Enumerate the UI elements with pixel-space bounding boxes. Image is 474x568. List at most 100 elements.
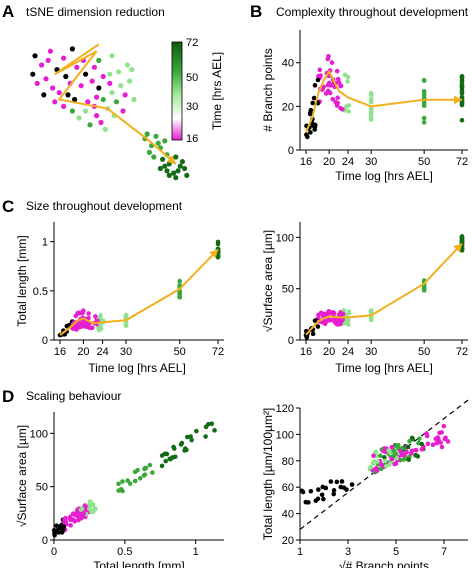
scaling-length-point (394, 455, 400, 461)
complexity-point (329, 60, 335, 65)
size-area-point (346, 317, 351, 323)
size-length-x-tick-label: 16 (54, 346, 66, 358)
scaling-area-point (141, 473, 147, 478)
size-area-point (368, 308, 374, 313)
complexity-point (334, 68, 340, 74)
tsne-point (146, 149, 152, 155)
complexity-x-tick-label: 20 (323, 156, 335, 168)
colorbar-tick-50: 50 (186, 72, 198, 84)
tsne-point (56, 90, 62, 96)
scaling-length-y-tick-label: 20 (282, 535, 294, 547)
scaling-length-point (368, 464, 373, 470)
scaling-length-point (399, 445, 405, 451)
tsne-trajectory (54, 43, 177, 165)
complexity-y-tick-label: 20 (282, 101, 294, 113)
tsne-point (91, 64, 97, 70)
tsne-point (34, 80, 40, 86)
size-length-point (87, 325, 93, 331)
tsne-point (96, 57, 102, 64)
size-length-point (123, 313, 129, 319)
size-area-x-tick-label: 72 (456, 346, 468, 358)
complexity-point (308, 130, 313, 135)
scaling-area-point (89, 508, 94, 514)
size-title: Size throughout development (26, 199, 183, 213)
panel-label-c: C (2, 197, 14, 216)
complexity-point (421, 120, 427, 125)
size-length-y-tick-label: 1 (42, 237, 48, 249)
tsne-point (182, 165, 188, 172)
complexity-x-tick-label: 72 (456, 156, 468, 168)
scaling-length-y-label: Total length [µm/100µm²] (261, 408, 275, 541)
tsne-point (153, 133, 159, 139)
scaling-area-point (164, 451, 170, 457)
scaling-area-y-tick-label: 50 (36, 482, 48, 494)
complexity-point (346, 109, 351, 114)
scaling-length-point (383, 463, 389, 469)
scaling-area-point (68, 523, 73, 528)
scaling-length-y-tick-label: 60 (282, 482, 294, 494)
scaling-area-point (55, 527, 60, 533)
scaling-length-x-tick-label: 7 (441, 546, 447, 558)
tsne-point (61, 103, 67, 109)
size-area-x-label: Time log [hrs AEL] (335, 361, 433, 375)
scaling-area-y-tick-label: 100 (30, 428, 48, 440)
tsne-point (83, 71, 89, 77)
panel-label-d: D (2, 387, 14, 406)
tsne-point (107, 71, 113, 77)
tsne-point (74, 64, 80, 70)
colorbar (171, 41, 183, 141)
scaling-length-point (434, 440, 440, 446)
size-length-point (177, 278, 182, 284)
complexity-point (345, 79, 350, 84)
size-area-trajectory (305, 242, 463, 336)
panel-label-a: A (2, 2, 14, 21)
scaling-length-point (382, 458, 388, 464)
size-area-x-tick-label: 16 (300, 346, 312, 358)
scaling-length-point (372, 459, 377, 464)
scaling-title: Scaling behaviour (26, 389, 121, 403)
size-area-point (421, 287, 427, 293)
scaling-length-point (389, 444, 395, 450)
complexity-point (327, 90, 333, 96)
tsne-point (32, 53, 38, 59)
scaling-area-point (120, 479, 125, 484)
scaling-length-point (371, 453, 376, 459)
scaling-area-point (78, 515, 83, 520)
size-length-trajectory-arrowhead (209, 249, 218, 259)
tsne-point (164, 168, 170, 174)
complexity-point (368, 117, 374, 122)
scaling-area-x-tick-label: 0.5 (117, 546, 132, 558)
tsne-point (89, 78, 95, 84)
size-area-x-tick-label: 30 (365, 346, 377, 358)
size-area-point (321, 313, 326, 319)
scaling-area-point (74, 509, 80, 515)
size-length-plot: 16 20 24 30 50 72 0 0.5 1 Total length [mm] (15, 222, 224, 358)
size-length-point (80, 310, 85, 316)
size-length-point (81, 319, 87, 324)
size-area-point (315, 324, 321, 329)
scaling-area-point (184, 447, 189, 453)
tsne-point (122, 92, 128, 98)
scaling-length-point (430, 442, 436, 448)
scaling-length-point (393, 451, 399, 457)
scaling-length-point (413, 447, 419, 453)
scaling-length-point (373, 449, 379, 455)
size-length-x-tick-label: 50 (174, 346, 186, 358)
size-length-point (80, 324, 86, 329)
complexity-x-tick-label: 24 (342, 156, 354, 168)
tsne-point (43, 76, 49, 82)
tsne-point (61, 55, 67, 61)
tsne-point (166, 172, 172, 178)
complexity-point (308, 107, 314, 113)
scaling-area-point (137, 476, 143, 481)
tsne-point (69, 108, 75, 114)
scaling-area-point (168, 456, 173, 462)
scaling-length-point (379, 466, 384, 472)
tsne-point (72, 96, 78, 103)
scaling-area-point (118, 487, 124, 492)
tsne-point (177, 163, 183, 169)
scaling-length-point (303, 499, 309, 505)
size-length-point (98, 322, 103, 328)
scaling-length-point (381, 448, 386, 454)
complexity-point (338, 83, 343, 89)
